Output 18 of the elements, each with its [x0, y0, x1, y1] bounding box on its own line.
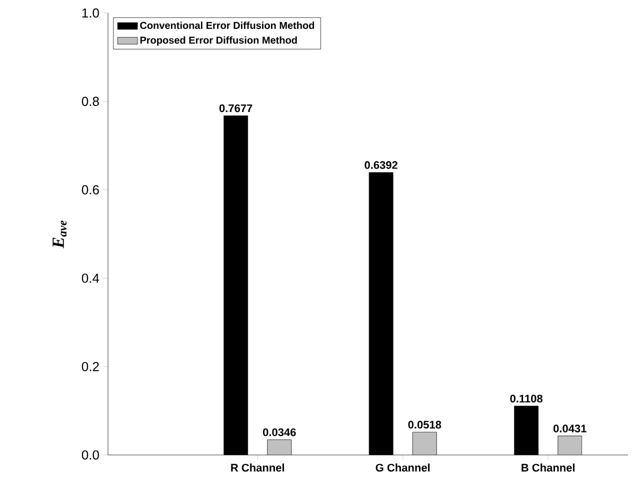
y-tick-label: 0.2 — [82, 362, 99, 372]
data-label: 0.7677 — [219, 104, 252, 112]
data-label: 0.0431 — [554, 424, 586, 432]
data-label: 0.0518 — [408, 420, 442, 429]
y-tick-label: 1.0 — [82, 8, 99, 18]
data-label: 0.6392 — [364, 161, 398, 169]
y-axis-title: E$_{ave}$ — [52, 220, 67, 248]
y-tick-label: 0.8 — [82, 96, 99, 106]
y-tick-label: 0.4 — [82, 274, 100, 283]
y-tick-label: 0.6 — [82, 185, 99, 194]
y-tick-label: 0.0 — [82, 450, 99, 460]
data-label: 0.0346 — [263, 428, 296, 436]
legend-label: Proposed Error Diffusion Method — [140, 36, 297, 46]
x-tick-label: B Channel — [522, 464, 575, 472]
x-tick-label: R Channel — [231, 464, 284, 472]
legend-label: Conventional Error Diffusion Method — [140, 22, 314, 29]
data-label: 0.1108 — [510, 394, 542, 402]
x-tick-label: G Channel — [376, 464, 430, 472]
